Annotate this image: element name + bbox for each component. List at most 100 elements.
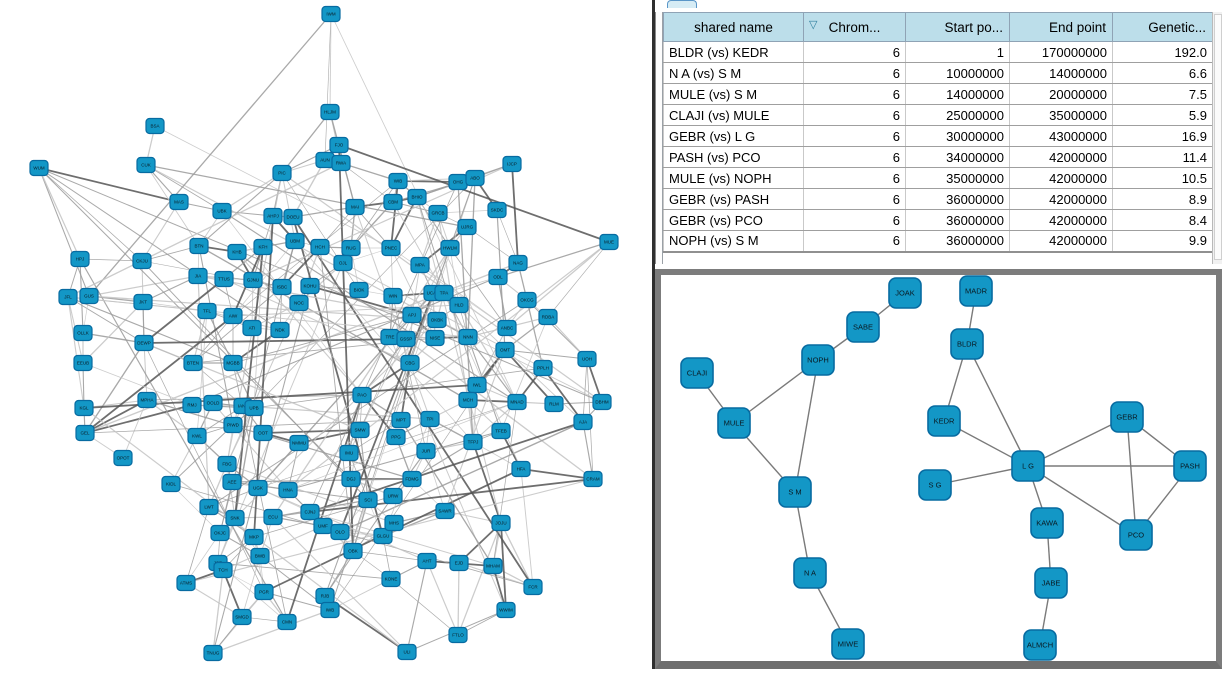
- graph-node[interactable]: IWM: [321, 5, 341, 23]
- graph-node[interactable]: ATI: [242, 319, 262, 337]
- graph-node[interactable]: ECU: [263, 508, 283, 526]
- graph-node[interactable]: ABO: [465, 169, 485, 187]
- main-network-canvas[interactable]: IWM BSA WUM CUK PIC AUN MAS UBK AHPJ DOEU BTN UBM HC…: [0, 0, 652, 669]
- graph-node[interactable]: WWIM: [496, 601, 516, 619]
- graph-node[interactable]: MKP: [244, 528, 264, 546]
- graph-node[interactable]: AEE: [222, 473, 242, 491]
- graph-node[interactable]: TPA: [434, 284, 454, 302]
- network-view-main[interactable]: IWM BSA WUM CUK PIC AUN MAS UBK AHPJ DOEU BTN UBM HC…: [0, 0, 652, 669]
- table-row[interactable]: CLAJI (vs) MULE 6 25000000 35000000 5.9: [663, 104, 1213, 126]
- graph-node[interactable]: RWA: [331, 154, 351, 172]
- subnet-node-bldr[interactable]: BLDR: [950, 328, 984, 360]
- graph-node[interactable]: RMJ: [182, 396, 202, 414]
- subnet-node-almch[interactable]: ALMCH: [1023, 629, 1057, 661]
- graph-node[interactable]: GSSP: [396, 330, 416, 348]
- column-header-end-point[interactable]: End point: [1009, 12, 1113, 42]
- graph-node[interactable]: CKJU: [132, 252, 152, 270]
- graph-node[interactable]: LWT: [199, 498, 219, 516]
- table-row[interactable]: GEBR (vs) L G 6 30000000 43000000 16.9: [663, 125, 1213, 147]
- table-row[interactable]: MULE (vs) NOPH 6 35000000 42000000 10.5: [663, 167, 1213, 189]
- graph-node[interactable]: BWB: [250, 547, 270, 565]
- table-row[interactable]: PASH (vs) PCO 6 34000000 42000000 11.4: [663, 146, 1213, 168]
- graph-node[interactable]: EJD: [449, 554, 469, 572]
- graph-node[interactable]: FDMG: [402, 470, 422, 488]
- graph-node[interactable]: NOC: [289, 294, 309, 312]
- subnet-node-n-a[interactable]: N A: [793, 557, 827, 589]
- graph-node[interactable]: DEWP: [134, 334, 154, 352]
- network-view-secondary[interactable]: JOAK MADR SABE BLDR NOPH CLAJI KEDR MULE GEBR L G…: [655, 269, 1222, 669]
- table-row[interactable]: N A (vs) S M 6 10000000 14000000 6.6: [663, 62, 1213, 84]
- graph-node[interactable]: SCI: [358, 491, 378, 509]
- table-row[interactable]: MULE (vs) S M 6 14000000 20000000 7.5: [663, 83, 1213, 105]
- graph-node[interactable]: TRE: [380, 328, 400, 346]
- graph-node[interactable]: HPJ: [70, 250, 90, 268]
- column-header-start-po-[interactable]: Start po...: [905, 12, 1010, 42]
- graph-node[interactable]: CJNJ: [300, 503, 320, 521]
- graph-node[interactable]: MHAM: [483, 557, 503, 575]
- graph-node[interactable]: KWL: [187, 427, 207, 445]
- graph-node[interactable]: CRAM: [583, 470, 603, 488]
- graph-node[interactable]: OKBK: [427, 311, 447, 329]
- graph-node[interactable]: PGR: [254, 583, 274, 601]
- graph-node[interactable]: MAI: [345, 198, 365, 216]
- graph-node[interactable]: TFL: [197, 302, 217, 320]
- table-row[interactable]: NOPH (vs) S M 6 36000000 42000000 9.9: [663, 230, 1213, 252]
- subnet-edge[interactable]: [1027, 465, 1137, 536]
- graph-node[interactable]: OLO: [330, 523, 350, 541]
- graph-node[interactable]: UPB: [244, 399, 264, 417]
- graph-node[interactable]: OHG: [448, 173, 468, 191]
- subnet-node-l-g[interactable]: L G: [1011, 450, 1045, 482]
- graph-node[interactable]: EEUB: [73, 354, 93, 372]
- graph-node[interactable]: RJB: [315, 587, 335, 605]
- graph-node[interactable]: MNAD: [507, 393, 527, 411]
- graph-node[interactable]: DOEU: [283, 208, 303, 226]
- graph-node[interactable]: GUS: [79, 287, 99, 305]
- graph-node[interactable]: PIC: [272, 164, 292, 182]
- graph-node[interactable]: HNA: [278, 481, 298, 499]
- graph-node[interactable]: FBG: [217, 455, 237, 473]
- graph-node[interactable]: OMT: [495, 341, 515, 359]
- graph-node[interactable]: JIA: [188, 267, 208, 285]
- graph-node[interactable]: BHIO: [407, 188, 427, 206]
- graph-node[interactable]: MPA: [410, 256, 430, 274]
- graph-node[interactable]: NDK: [270, 321, 290, 339]
- graph-node[interactable]: SMGD: [232, 608, 252, 626]
- graph-node[interactable]: IWB: [320, 601, 340, 619]
- graph-node[interactable]: KFH: [253, 238, 273, 256]
- table-row[interactable]: GEBR (vs) PCO 6 36000000 42000000 8.4: [663, 209, 1213, 231]
- graph-node[interactable]: DBHM: [592, 393, 612, 411]
- graph-node[interactable]: BIOK: [349, 281, 369, 299]
- subnet-node-s-m[interactable]: S M: [778, 476, 812, 508]
- graph-node[interactable]: UGK: [248, 479, 268, 497]
- subnet-edge[interactable]: [1126, 416, 1137, 536]
- subnet-node-claji[interactable]: CLAJI: [680, 357, 714, 389]
- graph-node[interactable]: MHS: [384, 514, 404, 532]
- graph-node[interactable]: NISE: [425, 329, 445, 347]
- graph-node[interactable]: URW: [383, 487, 403, 505]
- sub-network-canvas[interactable]: JOAK MADR SABE BLDR NOPH CLAJI KEDR MULE GEBR L G…: [661, 275, 1216, 661]
- graph-node[interactable]: RDBA: [538, 308, 558, 326]
- subnet-node-kedr[interactable]: KEDR: [927, 405, 961, 437]
- subnet-node-kawa[interactable]: KAWA: [1030, 507, 1064, 539]
- graph-node[interactable]: OJL: [333, 254, 353, 272]
- graph-node[interactable]: HLD: [449, 296, 469, 314]
- graph-node[interactable]: JFL: [58, 288, 78, 306]
- graph-node[interactable]: OKCG: [517, 291, 537, 309]
- graph-node[interactable]: TNUG: [203, 644, 223, 662]
- graph-node[interactable]: JOJU: [491, 514, 511, 532]
- graph-node[interactable]: ULI: [397, 643, 417, 661]
- graph-node[interactable]: UMF: [313, 517, 333, 535]
- graph-node[interactable]: KIDL: [161, 475, 181, 493]
- graph-node[interactable]: IMU: [339, 444, 359, 462]
- graph-node[interactable]: OBK: [343, 542, 363, 560]
- graph-node[interactable]: AIW: [223, 307, 243, 325]
- graph-node[interactable]: TTUS: [214, 270, 234, 288]
- graph-node[interactable]: WIB: [388, 172, 408, 190]
- graph-node[interactable]: GLGU: [373, 527, 393, 545]
- subnet-node-sabe[interactable]: SABE: [846, 311, 880, 343]
- graph-node[interactable]: TPI: [420, 410, 440, 428]
- subnet-node-pash[interactable]: PASH: [1173, 450, 1207, 482]
- graph-node[interactable]: HLJM: [320, 103, 340, 121]
- subnet-node-noph[interactable]: NOPH: [801, 344, 835, 376]
- graph-node[interactable]: AJA: [573, 413, 593, 431]
